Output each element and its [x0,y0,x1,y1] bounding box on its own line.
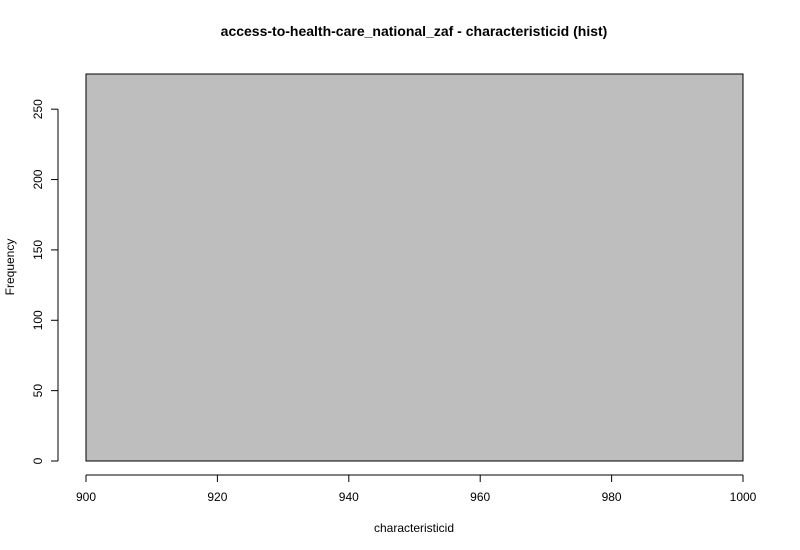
x-tick-label: 960 [470,490,490,504]
y-axis: 0 50 100 150 200 250 [31,99,59,464]
y-tick-label: 200 [31,169,45,189]
x-tick-label: 920 [207,490,227,504]
y-tick-label: 150 [31,240,45,260]
x-tick-label: 1000 [730,490,757,504]
y-tick-label: 100 [31,310,45,330]
y-tick-label: 250 [31,99,45,119]
x-tick-label: 940 [339,490,359,504]
y-tick-label: 50 [31,384,45,398]
chart-title: access-to-health-care_national_zaf - cha… [221,23,608,39]
x-tick-label: 980 [602,490,622,504]
histogram-bar-0 [85,73,744,462]
y-tick-label: 0 [31,457,45,464]
x-tick-label: 900 [76,490,96,504]
y-axis-label: Frequency [3,239,17,296]
x-axis-label: characteristicid [374,521,454,535]
bars-group [85,73,744,462]
x-axis: 900 920 940 960 980 1000 [76,474,757,504]
